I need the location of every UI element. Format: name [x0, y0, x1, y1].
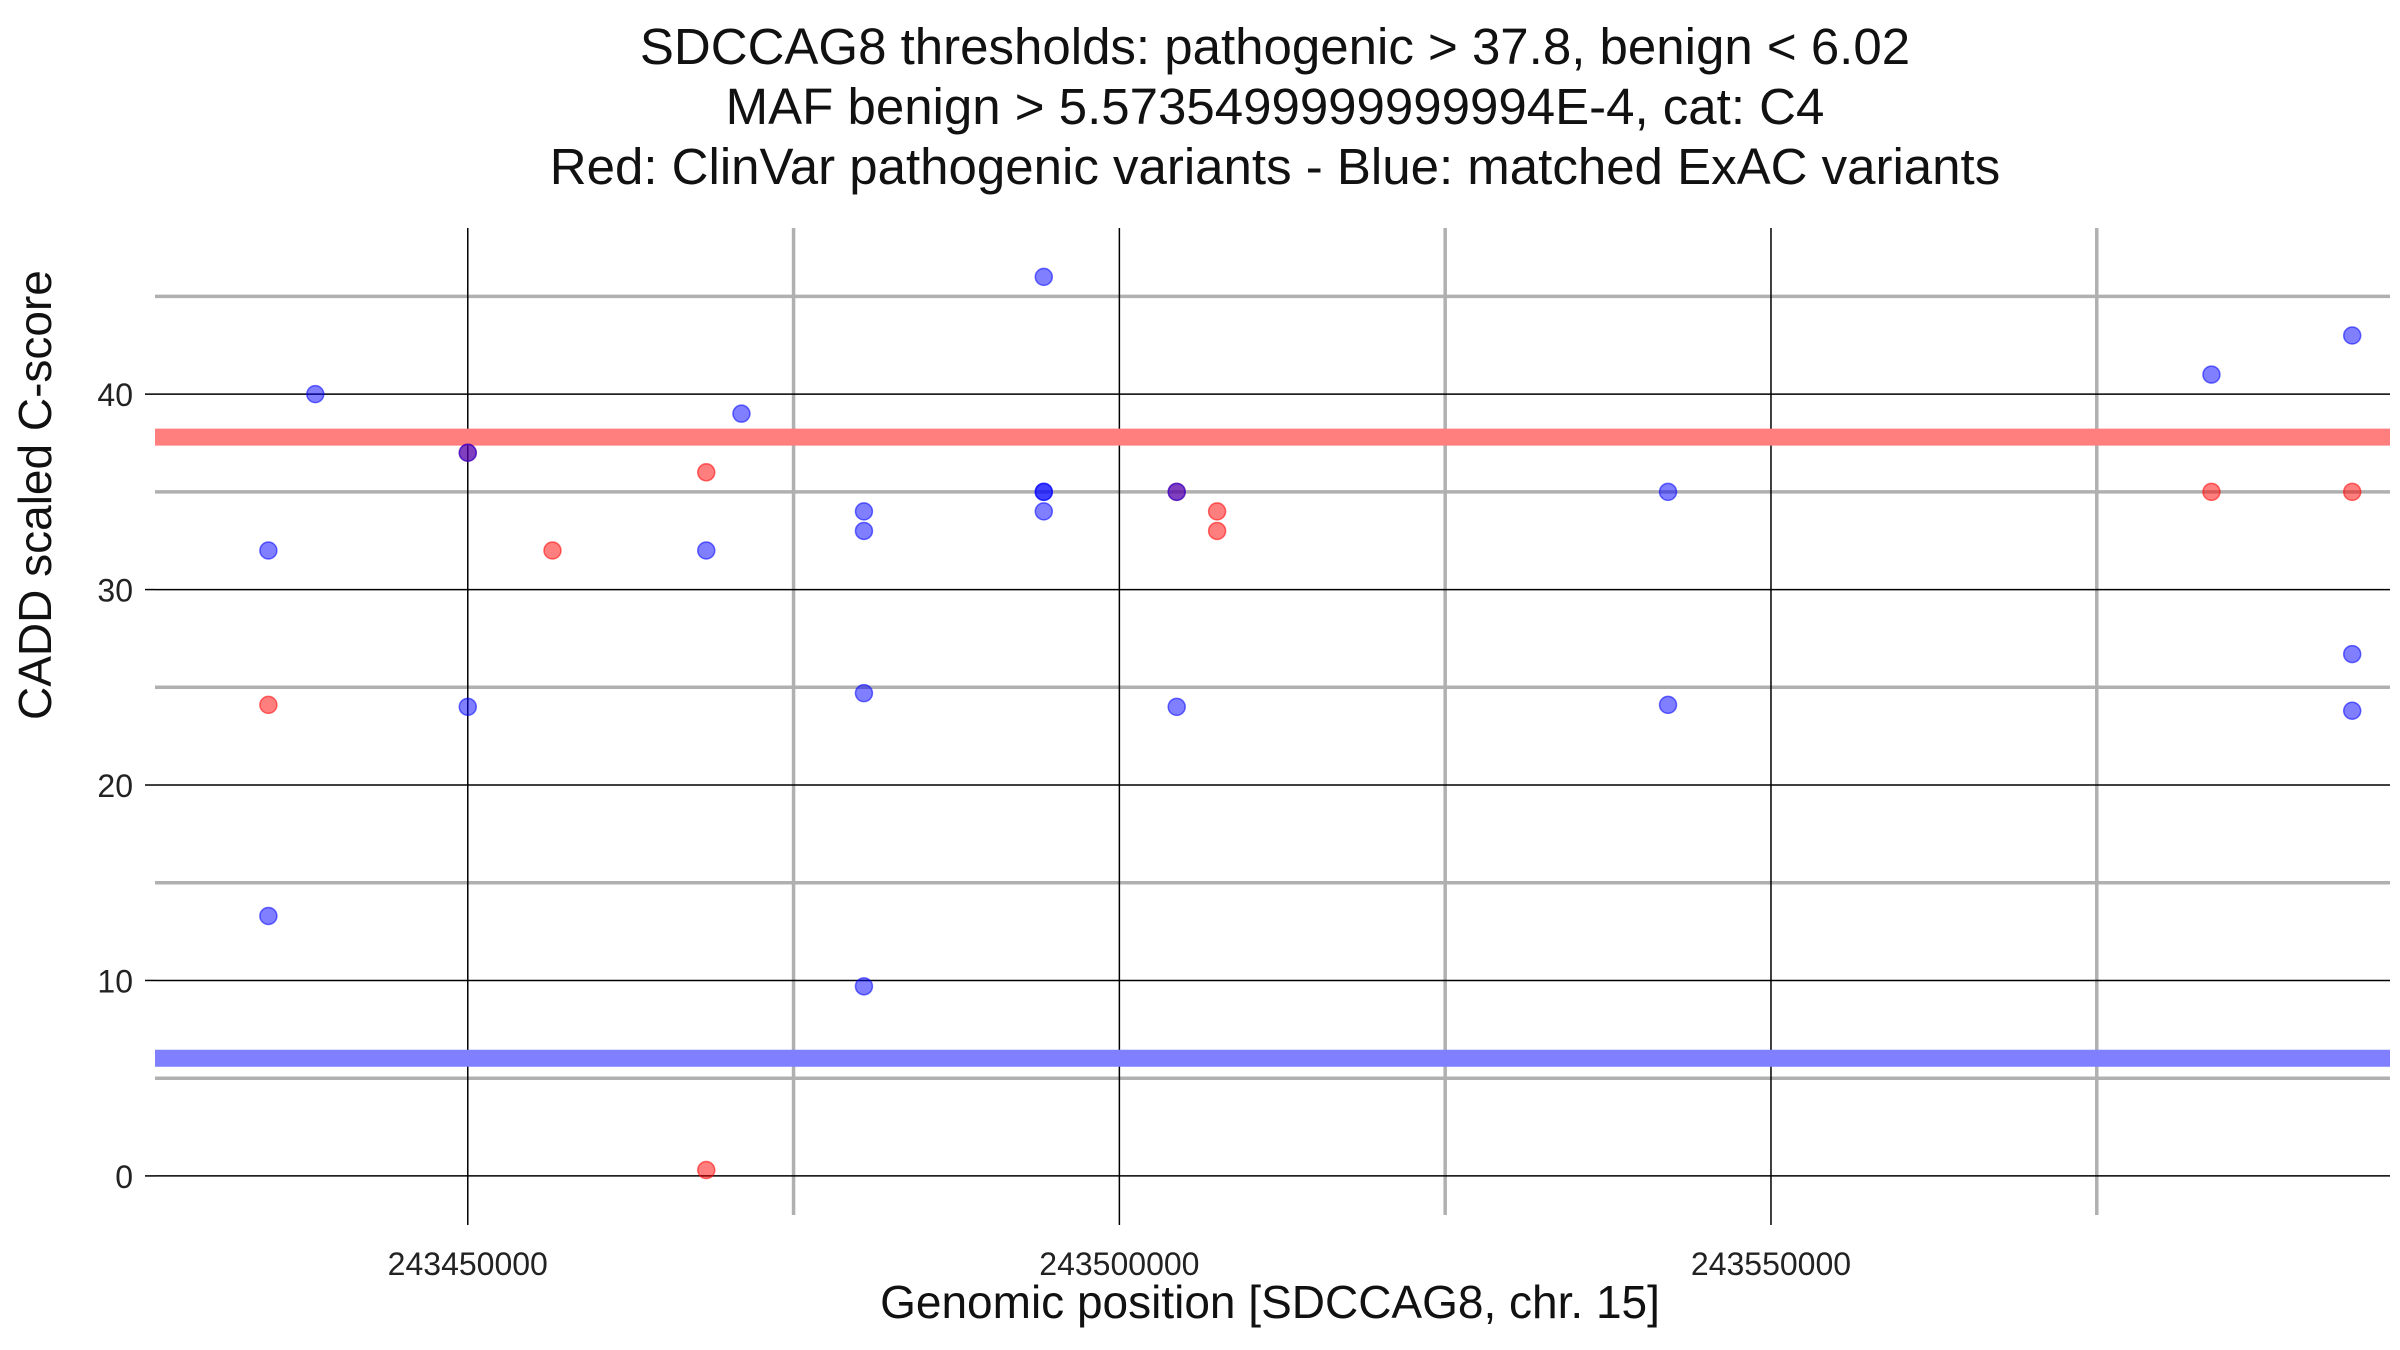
- exac-matched-point: [1034, 267, 1054, 287]
- exac-matched-point: [1034, 482, 1054, 502]
- y-axis-label-wrap: CADD scaled C-score: [8, 270, 108, 780]
- exac-matched-point: [2342, 701, 2362, 721]
- clinvar-pathogenic-point: [697, 1160, 716, 1180]
- x-tick-label: 243450000: [388, 1246, 548, 1282]
- exac-matched-point: [2342, 644, 2362, 664]
- exac-matched-point: [697, 541, 716, 560]
- exac-matched-point: [259, 541, 278, 560]
- clinvar-pathogenic-point: [697, 463, 716, 482]
- exac-matched-point: [1167, 697, 1186, 717]
- exac-matched-point: [458, 697, 478, 717]
- exac-matched-point: [306, 384, 325, 404]
- chart-title-line-3: Red: ClinVar pathogenic variants - Blue:…: [549, 138, 2001, 195]
- y-tick-label: 40: [97, 377, 133, 413]
- exac-matched-point: [1658, 695, 1678, 715]
- clinvar-pathogenic-point: [2342, 482, 2362, 502]
- y-tick-label: 0: [115, 1159, 133, 1195]
- y-tick-label: 20: [97, 768, 133, 804]
- exac-matched-point: [1167, 482, 1186, 502]
- exac-matched-point: [2342, 326, 2362, 345]
- exac-matched-point: [854, 521, 874, 541]
- exac-matched-point: [732, 404, 751, 423]
- exac-matched-point: [854, 977, 874, 996]
- clinvar-pathogenic-point: [2202, 482, 2221, 502]
- exac-matched-point: [2202, 365, 2221, 384]
- y-axis-label: CADD scaled C-score: [9, 270, 61, 720]
- clinvar-pathogenic-point: [1207, 521, 1227, 541]
- exac-matched-point: [1034, 502, 1054, 521]
- y-tick-label: 30: [97, 573, 133, 609]
- exac-matched-point: [854, 683, 874, 703]
- chart-title-line-2: MAF benign > 5.5735499999999994E-4, cat:…: [725, 78, 1825, 135]
- clinvar-pathogenic-point: [259, 695, 278, 715]
- x-axis-label: Genomic position [SDCCAG8, chr. 15]: [880, 1276, 1660, 1328]
- x-tick-label: 243500000: [1039, 1246, 1199, 1282]
- exac-matched-point: [458, 443, 478, 463]
- clinvar-pathogenic-point: [1207, 502, 1227, 521]
- clinvar-pathogenic-point: [543, 541, 562, 560]
- chart-title-line-1: SDCCAG8 thresholds: pathogenic > 37.8, b…: [639, 18, 1911, 75]
- y-tick-label: 10: [97, 963, 133, 999]
- exac-matched-point: [1658, 482, 1678, 502]
- exac-matched-point: [854, 502, 874, 521]
- exac-matched-point: [259, 906, 278, 926]
- x-tick-label: 243550000: [1691, 1246, 1851, 1282]
